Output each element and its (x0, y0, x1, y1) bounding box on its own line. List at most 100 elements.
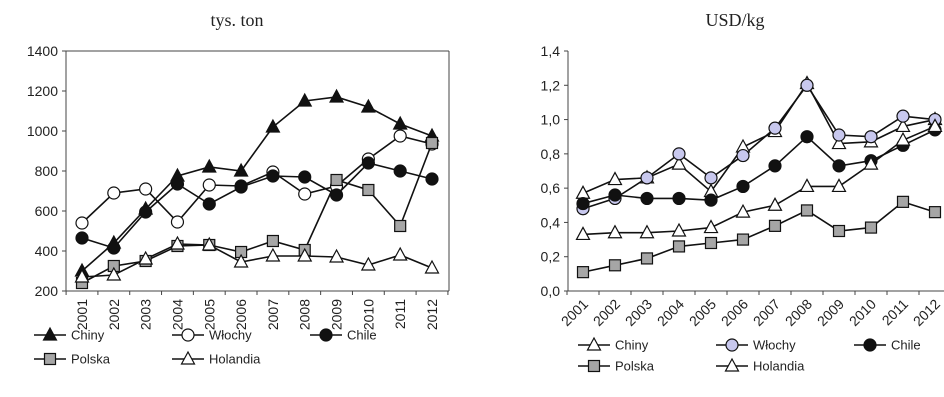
series-line-w-ochy (582, 83, 936, 210)
y-tick-label: 0,6 (541, 180, 561, 196)
x-tick-label: 2002 (590, 296, 623, 329)
point-w-ochy (640, 171, 654, 185)
legend-label: Polska (615, 359, 655, 374)
point-polska (576, 266, 590, 279)
x-tick-label: 2009 (329, 299, 345, 330)
point-holandia (360, 256, 376, 271)
x-tick-label: 2003 (622, 296, 655, 329)
series-line-chile (81, 162, 433, 249)
point-chiny (297, 92, 313, 107)
legend-marker (319, 328, 333, 342)
point-chiny (233, 162, 249, 177)
point-chile (361, 156, 375, 170)
y-tick-label: 800 (35, 163, 59, 179)
point-polska (896, 195, 910, 208)
y-tick-label: 1400 (27, 43, 58, 59)
point-chiny (265, 118, 281, 133)
y-tick-label: 0,2 (541, 249, 561, 265)
legend-label: Włochy (209, 328, 252, 343)
point-chile (107, 241, 121, 255)
x-tick-label: 2001 (558, 296, 591, 329)
point-polska (362, 183, 375, 197)
point-chiny (329, 88, 345, 103)
point-polska (736, 233, 750, 246)
point-holandia (607, 224, 623, 239)
point-w-ochy (864, 130, 878, 144)
legend-label: Chiny (71, 328, 105, 343)
point-w-ochy (202, 178, 216, 192)
y-tick-label: 1000 (27, 123, 58, 139)
legend-item-polska: Polska (578, 359, 655, 374)
legend-item-chiny: Chiny (34, 326, 105, 343)
legend-item-holandia: Holandia (172, 350, 261, 367)
point-holandia (671, 222, 687, 237)
legend-marker (586, 336, 602, 351)
point-w-ochy (832, 128, 846, 142)
legend-marker (181, 328, 195, 342)
point-chile (139, 205, 153, 219)
point-polska (640, 252, 654, 265)
point-holandia (265, 247, 281, 262)
legend-label: Chiny (615, 338, 649, 353)
x-tick-label: 2005 (686, 296, 719, 329)
point-polska (266, 234, 280, 248)
y-tick-label: 200 (35, 283, 59, 299)
point-holandia (201, 236, 217, 251)
point-w-ochy (768, 121, 782, 135)
point-chiny (575, 185, 591, 199)
x-tick-label: 2007 (750, 296, 783, 329)
point-w-ochy (704, 171, 718, 185)
point-holandia (392, 246, 408, 261)
legend-label: Holandia (753, 359, 805, 374)
point-holandia (767, 197, 783, 211)
x-tick-label: 2001 (74, 299, 90, 330)
x-tick-label: 2006 (718, 296, 751, 329)
x-tick-label: 2009 (814, 296, 847, 329)
y-tick-label: 0,4 (541, 214, 561, 230)
legend-marker (42, 326, 58, 341)
point-chile (640, 191, 654, 206)
series-line-chiny (81, 96, 433, 272)
point-chiny (671, 155, 687, 170)
point-chile (170, 177, 185, 191)
point-chiny (831, 135, 847, 150)
x-tick-label: 2004 (169, 299, 185, 330)
point-chile (832, 159, 846, 173)
point-holandia (329, 248, 345, 263)
point-holandia (639, 224, 655, 239)
point-chile (393, 164, 407, 178)
series-line-holandia (81, 243, 433, 278)
x-tick-label: 2012 (424, 299, 440, 330)
x-tick-labels: 2001200220032004200520062007200820092010… (558, 291, 943, 329)
point-chile (608, 188, 622, 202)
point-holandia (799, 178, 815, 193)
point-holandia (424, 259, 440, 274)
legend-marker (43, 352, 57, 366)
point-w-ochy (170, 215, 185, 229)
point-polska (768, 219, 782, 232)
point-holandia (735, 203, 751, 218)
legend-marker (724, 357, 740, 372)
point-w-ochy (107, 186, 121, 200)
y-tick-label: 400 (35, 243, 59, 259)
series-lines (582, 82, 936, 273)
point-chiny (201, 158, 217, 173)
point-w-ochy (736, 148, 750, 163)
point-w-ochy (393, 129, 407, 143)
point-polska (704, 236, 718, 250)
point-holandia (74, 268, 90, 283)
point-w-ochy (800, 78, 814, 92)
point-holandia (575, 226, 591, 241)
chart-title: tys. ton (210, 10, 263, 30)
point-chile (266, 169, 280, 183)
x-tick-label: 2004 (654, 296, 687, 329)
legend: Chiny Włochy Chile Polska Holandia (578, 336, 921, 374)
legend-marker (587, 359, 601, 373)
point-chile (202, 197, 216, 211)
point-polska (330, 173, 343, 187)
point-polska (832, 224, 846, 238)
legend-item-chile: Chile (854, 338, 921, 353)
point-polska (425, 136, 439, 150)
